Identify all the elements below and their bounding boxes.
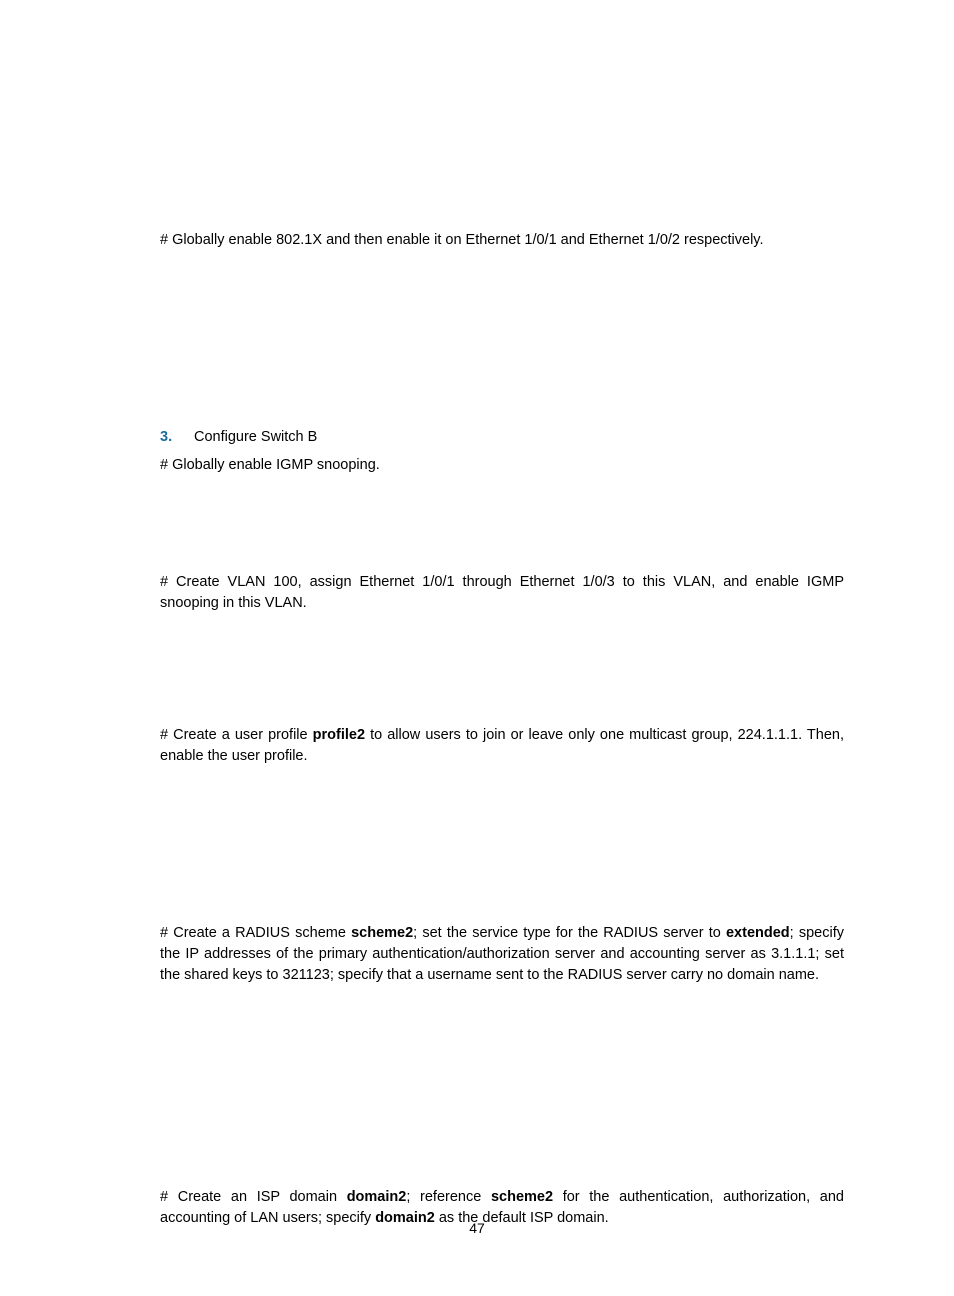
spacer (160, 482, 844, 572)
text-bold: domain2 (347, 1189, 407, 1205)
paragraph: # Globally enable IGMP snooping. (160, 455, 844, 476)
spacer (160, 773, 844, 923)
paragraph: # Create VLAN 100, assign Ethernet 1/0/1… (160, 572, 844, 614)
text-run: # Create an ISP domain (160, 1189, 347, 1205)
page-container: # Globally enable 802.1X and then enable… (0, 0, 954, 1229)
text-run: # Create a user profile (160, 727, 313, 743)
spacer (160, 257, 844, 427)
spacer (160, 620, 844, 725)
text-run: # Create a RADIUS scheme (160, 925, 351, 941)
page-number: 47 (0, 1220, 954, 1236)
paragraph: # Create a RADIUS scheme scheme2; set th… (160, 923, 844, 986)
paragraph: # Globally enable 802.1X and then enable… (160, 230, 844, 251)
spacer (160, 992, 844, 1187)
text-bold: scheme2 (351, 925, 413, 941)
text-bold: scheme2 (491, 1189, 553, 1205)
text-bold: profile2 (313, 727, 365, 743)
step-number: 3. (160, 427, 194, 449)
paragraph: # Create a user profile profile2 to allo… (160, 725, 844, 767)
text-bold: extended (726, 925, 790, 941)
spacer (160, 100, 844, 230)
step-text: Configure Switch B (194, 427, 317, 449)
text-run: ; reference (406, 1189, 491, 1205)
step-item: 3. Configure Switch B (160, 427, 844, 449)
text-run: ; set the service type for the RADIUS se… (413, 925, 726, 941)
